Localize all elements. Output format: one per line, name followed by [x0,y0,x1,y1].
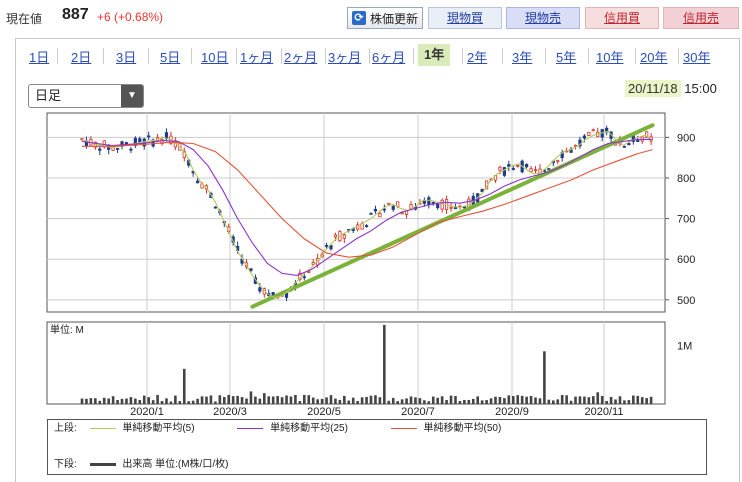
legend-ma50: 単純移動平均(50) [423,423,502,434]
tab-3m[interactable]: 3ヶ月 [328,50,362,65]
tab-20y[interactable]: 20年 [640,50,668,65]
tab-1m[interactable]: 1ヶ月 [240,50,274,65]
legend-ma5: 単純移動平均(5) [122,423,195,434]
tab-3d[interactable]: 3日 [116,50,137,65]
chart-timestamp: 20/11/18 15:00 [625,80,717,97]
legend-lower-label: 下段: [54,459,77,470]
tab-10y[interactable]: 10年 [596,50,624,65]
chevron-down-icon: ▼ [121,85,143,107]
refresh-price-button[interactable]: ⟳ 株価更新 [347,7,423,29]
tab-separator [502,48,503,64]
tab-separator [462,48,463,64]
tab-1y[interactable]: 1年 [418,44,451,66]
price-change: +6 (+0.68%) [97,10,164,24]
refresh-label: 株価更新 [370,11,419,26]
tab-separator [413,48,414,64]
tab-separator [635,48,636,64]
legend-upper-row: 上段: 単純移動平均(5) 単純移動平均(25) 単純移動平均(50) [54,422,501,436]
chart-legend: 上段: 単純移動平均(5) 単純移動平均(25) 単純移動平均(50) 下段: … [47,419,707,475]
tab-separator [191,48,192,64]
tab-2d[interactable]: 2日 [71,50,92,65]
tab-separator [103,48,104,64]
tab-separator [148,48,149,64]
legend-ma50-swatch [390,427,417,429]
interval-select[interactable]: 日足 ▼ [28,84,144,108]
cash-sell-button[interactable]: 現物売 [506,7,580,29]
tab-separator [588,48,589,64]
tab-3y[interactable]: 3年 [512,50,533,65]
cash-buy-button[interactable]: 現物買 [428,7,502,29]
tab-1d[interactable]: 1日 [29,50,50,65]
legend-ma25: 単純移動平均(25) [270,423,348,434]
margin-buy-button[interactable]: 信用買 [585,7,659,29]
tab-5d[interactable]: 5日 [160,50,181,65]
tab-separator [281,48,282,64]
tab-2y[interactable]: 2年 [467,50,488,65]
timestamp-date: 20/11/18 [625,80,681,97]
legend-upper-label: 上段: [54,423,77,434]
price-label: 現在値 [6,12,43,26]
legend-lower-row: 下段: 出来高 単位:(M株/口/枚) [54,458,228,472]
tab-separator [545,48,546,64]
interval-select-value: 日足 [35,88,62,103]
legend-volume-swatch [89,462,116,466]
legend-ma25-swatch [237,427,264,429]
legend-ma5-swatch [89,427,116,429]
legend-volume: 出来高 単位:(M株/口/枚) [122,459,229,470]
tab-separator [57,48,58,64]
tab-10d[interactable]: 10日 [201,50,229,65]
tab-separator [369,48,370,64]
tab-separator [236,48,237,64]
tab-separator [325,48,326,64]
margin-sell-button[interactable]: 信用売 [663,7,739,29]
tab-2m[interactable]: 2ヶ月 [284,50,318,65]
quote-header: 現在値 887 +6 (+0.68%) ⟳ 株価更新 現物買 現物売 信用買 信… [0,0,742,34]
tab-6m[interactable]: 6ヶ月 [372,50,406,65]
refresh-icon: ⟳ [352,11,366,25]
tab-5y[interactable]: 5年 [556,50,577,65]
tab-separator [678,48,679,64]
current-price: 887 [62,6,89,23]
timestamp-time: 15:00 [684,81,717,96]
tab-30y[interactable]: 30年 [683,50,711,65]
period-tabs: 1日 2日 3日 5日 10日 1ヶ月 2ヶ月 3ヶ月 6ヶ月 1年 2年 3年… [15,44,735,68]
